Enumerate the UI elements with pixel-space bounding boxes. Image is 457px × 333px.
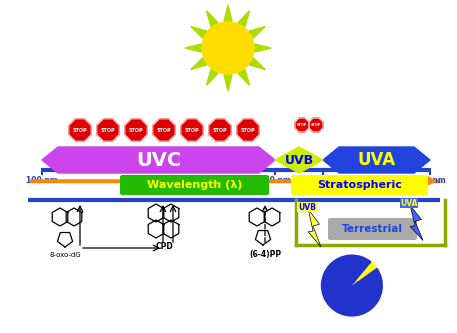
FancyBboxPatch shape <box>120 175 269 195</box>
Polygon shape <box>191 27 207 38</box>
Text: STOP: STOP <box>101 128 115 133</box>
Polygon shape <box>410 205 423 240</box>
Polygon shape <box>255 44 271 52</box>
Polygon shape <box>97 119 119 141</box>
Polygon shape <box>209 119 231 141</box>
Circle shape <box>202 22 254 74</box>
Text: STOP: STOP <box>73 128 87 133</box>
Text: STOP: STOP <box>157 128 171 133</box>
FancyBboxPatch shape <box>291 175 428 195</box>
Text: STOP: STOP <box>185 128 199 133</box>
Wedge shape <box>352 262 377 286</box>
Polygon shape <box>224 5 232 21</box>
Text: 100 nm: 100 nm <box>26 176 58 185</box>
Wedge shape <box>321 254 383 317</box>
Polygon shape <box>275 147 323 173</box>
Text: 400 nm: 400 nm <box>414 176 446 185</box>
Text: 8-oxo-dG: 8-oxo-dG <box>49 252 81 258</box>
Text: STOP: STOP <box>311 123 321 127</box>
Polygon shape <box>207 69 218 85</box>
Polygon shape <box>238 11 250 27</box>
Text: UVC: UVC <box>136 151 181 169</box>
Polygon shape <box>309 118 323 132</box>
Text: CPD: CPD <box>155 242 173 251</box>
Text: (6-4)PP: (6-4)PP <box>249 250 281 259</box>
Text: Wavelength (λ): Wavelength (λ) <box>147 180 242 190</box>
Polygon shape <box>323 147 430 173</box>
Text: 320 nm: 320 nm <box>307 176 339 185</box>
Polygon shape <box>185 44 201 52</box>
Text: UVB: UVB <box>284 154 314 166</box>
Polygon shape <box>153 119 175 141</box>
Polygon shape <box>224 75 232 91</box>
Polygon shape <box>249 27 265 38</box>
Text: 280 nm: 280 nm <box>259 176 291 185</box>
Polygon shape <box>207 11 218 27</box>
Text: Terrestrial: Terrestrial <box>341 224 403 234</box>
Polygon shape <box>295 118 309 132</box>
Text: STOP: STOP <box>297 123 307 127</box>
Polygon shape <box>238 69 250 85</box>
Polygon shape <box>69 119 91 141</box>
Text: UVB: UVB <box>340 263 356 272</box>
Text: STOP: STOP <box>213 128 227 133</box>
Polygon shape <box>181 119 203 141</box>
Polygon shape <box>125 119 147 141</box>
Polygon shape <box>249 58 265 70</box>
FancyBboxPatch shape <box>328 218 417 240</box>
Text: Stratospheric: Stratospheric <box>317 180 402 190</box>
Text: UVA: UVA <box>400 198 418 207</box>
Text: UVB: UVB <box>298 202 316 211</box>
Text: UVA: UVA <box>340 276 356 285</box>
Polygon shape <box>191 58 207 70</box>
Text: UVA: UVA <box>357 151 396 169</box>
Text: STOP: STOP <box>129 128 143 133</box>
Polygon shape <box>237 119 259 141</box>
Polygon shape <box>308 209 321 247</box>
Polygon shape <box>42 147 275 173</box>
Text: STOP: STOP <box>241 128 255 133</box>
